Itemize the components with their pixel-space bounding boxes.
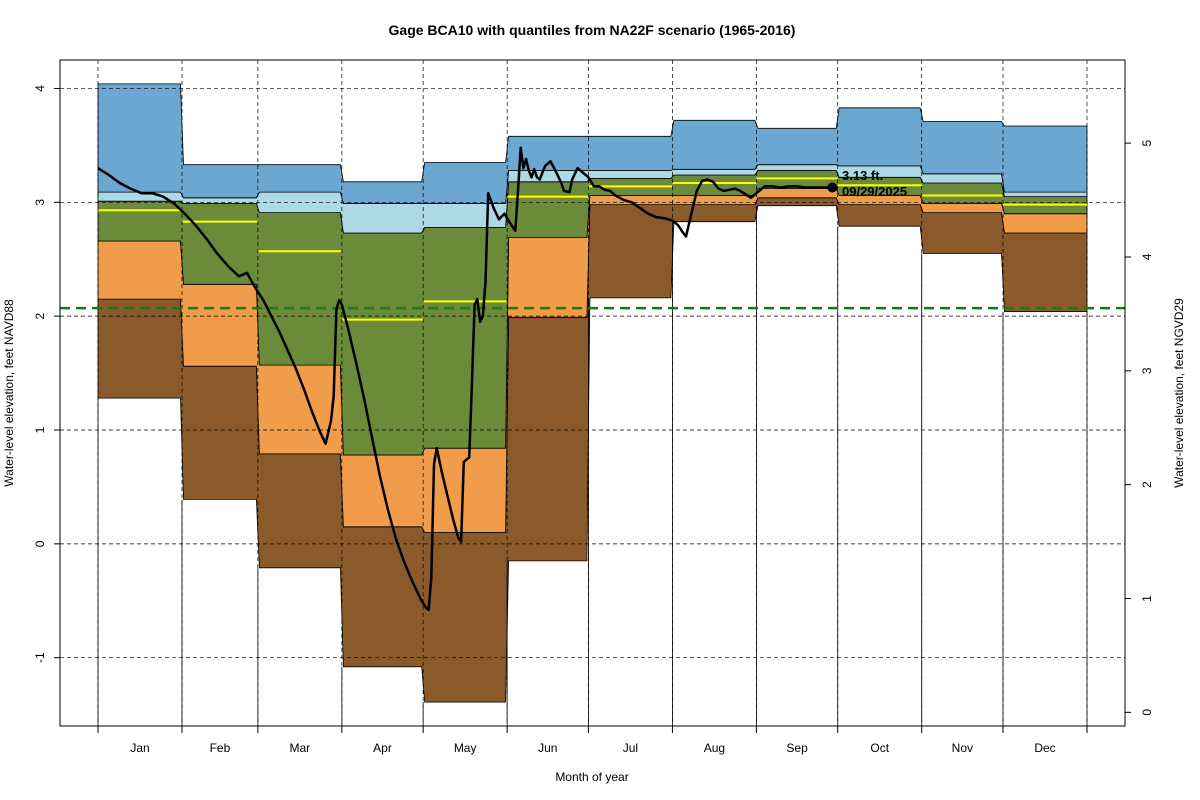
- y-tick-label-right: 5: [1140, 139, 1154, 146]
- y-tick-label-right: 3: [1140, 367, 1154, 374]
- x-axis-label: Month of year: [555, 770, 628, 784]
- annotation-date: 09/29/2025: [842, 184, 907, 199]
- y-tick-label-right: 0: [1140, 709, 1154, 716]
- grid-lines: [60, 60, 1125, 726]
- x-tick-label: Jan: [130, 741, 149, 755]
- annotation-value: 3.13 ft.: [842, 168, 883, 183]
- y-tick-label-right: 1: [1140, 595, 1154, 602]
- annotation: 3.13 ft. 09/29/2025: [827, 168, 907, 199]
- x-tick-label: Mar: [290, 741, 311, 755]
- y-tick-label-left: 2: [33, 312, 47, 319]
- x-tick-label: Feb: [210, 741, 231, 755]
- x-tick-label: Aug: [704, 741, 725, 755]
- quantile-bands: [97, 83, 1088, 726]
- y-tick-label-right: 2: [1140, 481, 1154, 488]
- band-q90-max: [97, 83, 1088, 204]
- x-tick-label: Sep: [786, 741, 808, 755]
- y-tick-label-left: 0: [33, 540, 47, 547]
- x-tick-label: Dec: [1034, 741, 1055, 755]
- x-tick-label: Oct: [870, 741, 889, 755]
- x-tick-label: May: [454, 741, 477, 755]
- y-tick-label-left: 4: [33, 85, 47, 92]
- median-lines: [98, 177, 1087, 321]
- annotation-point: [827, 182, 838, 193]
- y-axis-label-left: Water-level elevation, feet NAVD88: [2, 299, 16, 487]
- x-tick-label: Nov: [952, 741, 973, 755]
- axes: -1 0 1 2 3 4 0 1 2 3 4 5 Jan Feb Mar Apr May Jun Jul Aug Sep…: [33, 85, 1154, 755]
- y-axis-label-right: Water-level elevation, feet NGVD29: [1172, 298, 1186, 488]
- plot-frame: [59, 59, 1126, 727]
- y-tick-label-left: 3: [33, 199, 47, 206]
- observed-series: [97, 146, 833, 612]
- y-tick-label-left: -1: [33, 652, 47, 663]
- y-tick-label-right: 4: [1140, 253, 1154, 260]
- chart-title: Gage BCA10 with quantiles from NA22F sce…: [389, 22, 796, 38]
- y-tick-label-left: 1: [33, 426, 47, 433]
- x-tick-label: Jul: [623, 741, 638, 755]
- observed-line: [97, 146, 833, 612]
- x-tick-label: Jun: [538, 741, 557, 755]
- x-tick-label: Apr: [373, 741, 392, 755]
